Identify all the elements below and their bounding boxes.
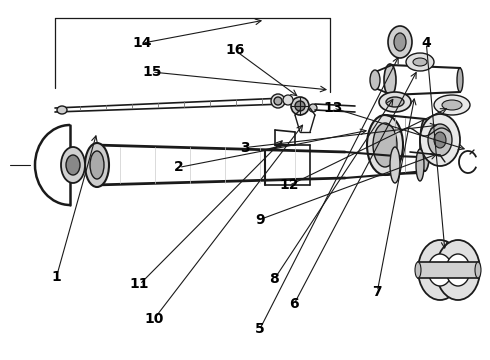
- Ellipse shape: [413, 58, 427, 66]
- Text: 8: 8: [270, 272, 279, 286]
- Text: 9: 9: [255, 213, 265, 226]
- Ellipse shape: [406, 53, 434, 71]
- Ellipse shape: [442, 100, 462, 110]
- Ellipse shape: [90, 151, 104, 179]
- Text: 13: 13: [323, 101, 343, 115]
- Ellipse shape: [373, 123, 397, 167]
- Ellipse shape: [66, 155, 80, 175]
- Ellipse shape: [420, 114, 460, 166]
- Text: 15: 15: [142, 65, 162, 79]
- Ellipse shape: [388, 26, 412, 58]
- Text: 6: 6: [289, 297, 299, 311]
- Ellipse shape: [416, 149, 424, 181]
- Ellipse shape: [370, 70, 380, 90]
- Ellipse shape: [271, 94, 285, 108]
- Text: 16: 16: [225, 44, 245, 57]
- Ellipse shape: [446, 254, 470, 286]
- Ellipse shape: [61, 147, 85, 183]
- Ellipse shape: [390, 147, 400, 183]
- Text: 10: 10: [145, 312, 164, 325]
- Ellipse shape: [309, 104, 317, 112]
- Ellipse shape: [415, 262, 421, 278]
- Ellipse shape: [436, 240, 480, 300]
- Ellipse shape: [85, 143, 109, 187]
- Ellipse shape: [291, 97, 309, 115]
- Text: 1: 1: [51, 270, 61, 284]
- Ellipse shape: [394, 33, 406, 51]
- Ellipse shape: [420, 119, 430, 171]
- Bar: [418, 262, 478, 278]
- Ellipse shape: [434, 95, 470, 115]
- Ellipse shape: [57, 106, 67, 114]
- Ellipse shape: [274, 97, 282, 105]
- Text: 11: 11: [130, 278, 149, 291]
- Ellipse shape: [418, 240, 462, 300]
- Ellipse shape: [428, 254, 452, 286]
- Text: 7: 7: [372, 285, 382, 298]
- Ellipse shape: [384, 64, 396, 96]
- Text: 12: 12: [279, 179, 299, 192]
- Ellipse shape: [386, 97, 404, 107]
- Text: 3: 3: [240, 141, 250, 154]
- Ellipse shape: [428, 124, 452, 156]
- Ellipse shape: [367, 115, 403, 175]
- Ellipse shape: [475, 262, 481, 278]
- Ellipse shape: [457, 68, 463, 92]
- Text: 2: 2: [174, 161, 184, 174]
- Ellipse shape: [295, 101, 305, 111]
- Ellipse shape: [379, 92, 411, 112]
- Text: 4: 4: [421, 36, 431, 50]
- Ellipse shape: [434, 132, 446, 148]
- Ellipse shape: [283, 95, 293, 105]
- Text: 14: 14: [132, 36, 152, 50]
- Text: 5: 5: [255, 323, 265, 336]
